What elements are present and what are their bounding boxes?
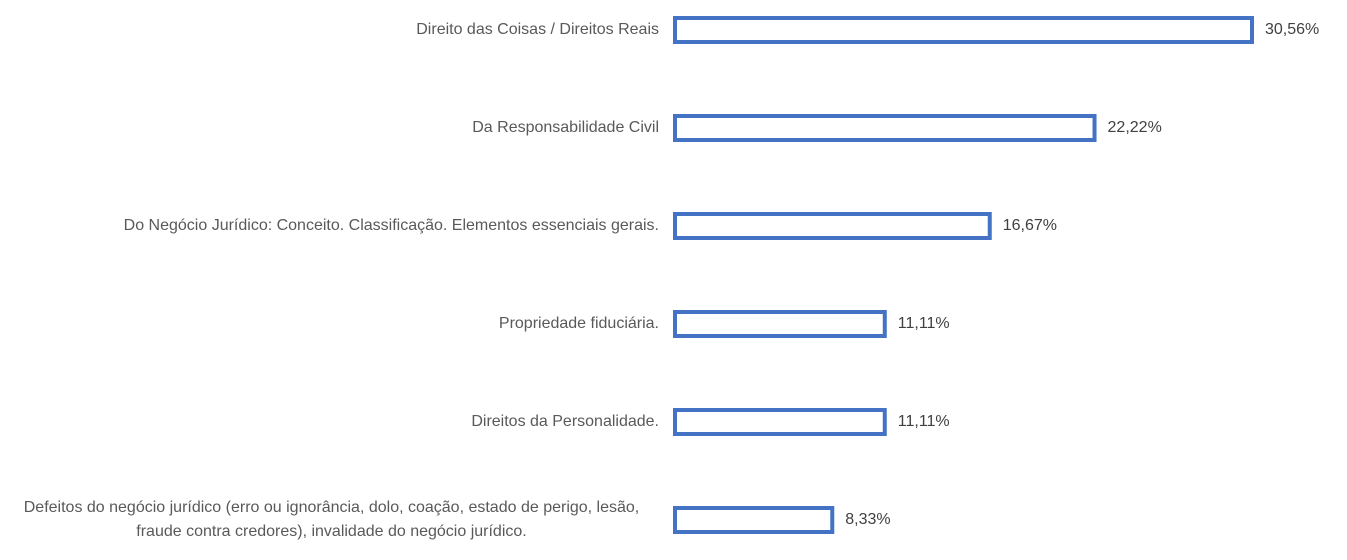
bar (673, 408, 887, 436)
category-label: Direitos da Personalidade. (471, 413, 659, 430)
value-label: 30,56% (1265, 21, 1320, 38)
category-label: Defeitos do negócio jurídico (erro ou ig… (23, 499, 640, 540)
category-label: Do Negócio Jurídico: Conceito. Classific… (123, 217, 659, 234)
bar (673, 506, 835, 534)
value-label: 8,33% (845, 511, 891, 528)
bar (673, 310, 887, 338)
bar (673, 16, 1254, 44)
value-label: 11,11% (897, 413, 950, 430)
category-label: Da Responsabilidade Civil (472, 119, 659, 136)
bar (673, 212, 992, 240)
value-label: 11,11% (897, 315, 950, 332)
value-label: 16,67% (1002, 217, 1057, 234)
value-label: 22,22% (1107, 119, 1162, 136)
category-label: Direito das Coisas / Direitos Reais (416, 21, 659, 38)
category-label: Propriedade fiduciária. (498, 315, 659, 332)
bar (673, 114, 1097, 142)
